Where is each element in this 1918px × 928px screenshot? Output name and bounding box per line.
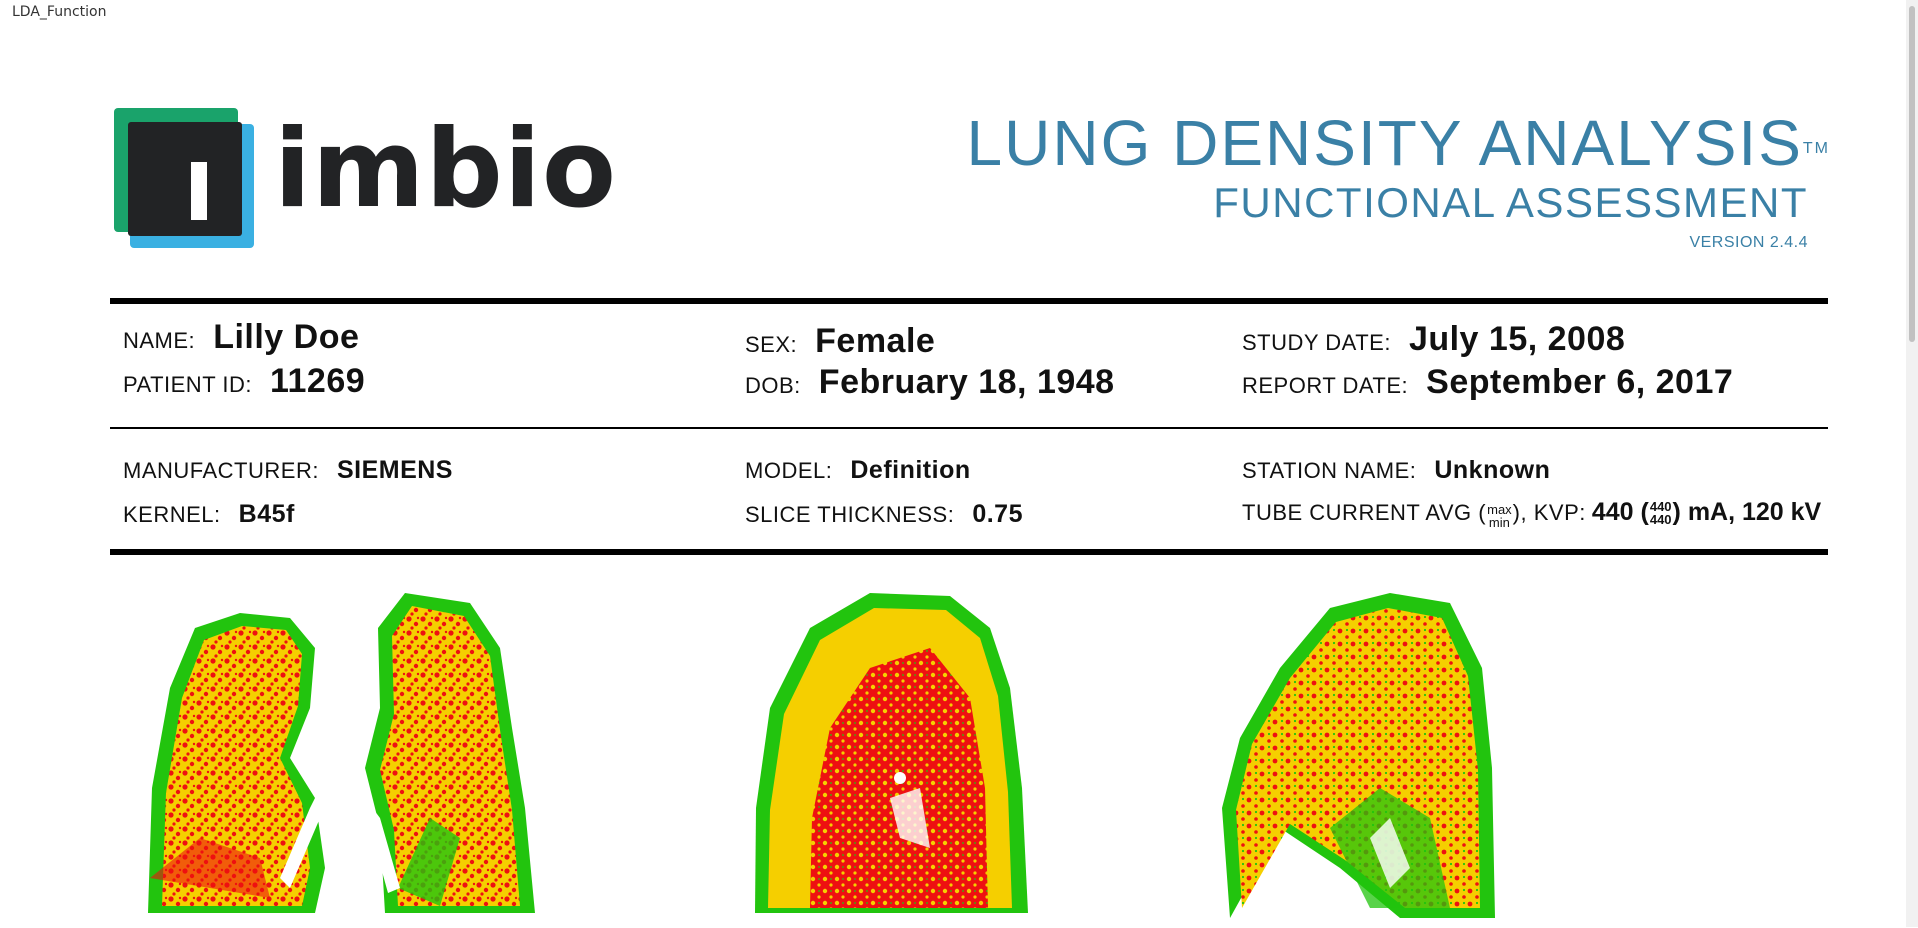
trademark-symbol: TM <box>1802 140 1830 157</box>
scrollbar-thumb[interactable] <box>1909 6 1915 342</box>
model: Definition <box>850 456 971 484</box>
patient-id: 11269 <box>269 362 366 400</box>
report-page: imbio LUNG DENSITY ANALYSISTM FUNCTIONAL… <box>110 100 1830 927</box>
vertical-scrollbar[interactable] <box>1906 0 1918 927</box>
tube-current-field: TUBE CURRENT AVG (max min), KVP: 440 (440 4… <box>1242 498 1822 530</box>
report-subtitle: FUNCTIONAL ASSESSMENT <box>1213 179 1808 226</box>
manufacturer: SIEMENS <box>336 456 453 484</box>
dob-field: DOB: February 18, 1948 <box>745 363 1115 401</box>
station-name-field: STATION NAME: Unknown <box>1242 456 1551 484</box>
report-title-block: LUNG DENSITY ANALYSISTM FUNCTIONAL ASSES… <box>967 108 1830 258</box>
tube-value-fraction: 440 440 <box>1649 499 1672 528</box>
model-field: MODEL: Definition <box>745 456 971 484</box>
divider-bottom <box>110 549 1828 555</box>
coronal-lung-map <box>148 593 535 913</box>
manufacturer-field: MANUFACTURER: SIEMENS <box>123 456 453 484</box>
patient-sex: Female <box>815 322 936 360</box>
sex-field: SEX: Female <box>745 322 936 360</box>
patient-name-field: NAME: Lilly Doe <box>123 318 360 356</box>
logo-wordmark: imbio <box>274 107 618 232</box>
report-version: VERSION 2.4.4 <box>1689 234 1808 251</box>
logo-bar-icon <box>191 162 207 220</box>
report-title: LUNG DENSITY ANALYSISTM <box>966 107 1830 179</box>
patient-id-field: PATIENT ID: 11269 <box>123 362 366 400</box>
tube-label-fraction: max min <box>1487 501 1512 530</box>
study-date: July 15, 2008 <box>1408 320 1626 358</box>
kernel-field: KERNEL: B45f <box>123 500 295 528</box>
divider-middle <box>110 427 1828 429</box>
logo-dark-square <box>128 122 242 236</box>
window-title: LDA_Function <box>12 4 107 20</box>
sagittal-right-lung-map <box>755 593 1028 913</box>
slice-thickness: 0.75 <box>972 500 1023 528</box>
patient-name: Lilly Doe <box>213 318 360 356</box>
sagittal-left-lung-map <box>1222 593 1495 918</box>
imbio-logo: imbio <box>114 108 616 258</box>
kernel: B45f <box>238 500 295 528</box>
slice-thickness-field: SLICE THICKNESS: 0.75 <box>745 500 1023 528</box>
patient-dob: February 18, 1948 <box>818 363 1115 401</box>
divider-top <box>110 298 1828 304</box>
report-date-field: REPORT DATE: September 6, 2017 <box>1242 363 1734 401</box>
station-name: Unknown <box>1434 456 1551 484</box>
report-date: September 6, 2017 <box>1426 363 1734 401</box>
study-date-field: STUDY DATE: July 15, 2008 <box>1242 320 1626 358</box>
tube-current-value: 440 (440 440) mA, 120 kV <box>1591 498 1822 528</box>
